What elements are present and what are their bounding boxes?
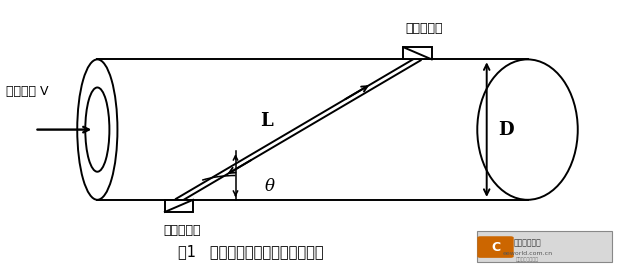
Text: 基于电子工程之道: 基于电子工程之道 — [516, 257, 539, 262]
Text: L: L — [261, 113, 273, 130]
Text: 顺流换能器: 顺流换能器 — [163, 224, 201, 237]
FancyBboxPatch shape — [477, 231, 612, 262]
Text: D: D — [498, 121, 513, 139]
Text: eeworld.com.cn: eeworld.com.cn — [502, 251, 553, 256]
Text: 电子工程世界: 电子工程世界 — [514, 238, 541, 248]
Ellipse shape — [477, 59, 578, 200]
FancyBboxPatch shape — [477, 236, 514, 258]
Text: C: C — [491, 241, 500, 254]
Text: 流体流速 V: 流体流速 V — [6, 85, 49, 98]
Bar — [404, 47, 432, 59]
Text: θ: θ — [265, 178, 275, 195]
Ellipse shape — [77, 59, 117, 200]
Text: 逆流换能器: 逆流换能器 — [405, 22, 443, 35]
Text: 图1   时差法超声波流量测量原理图: 图1 时差法超声波流量测量原理图 — [178, 244, 324, 259]
Bar — [165, 200, 193, 212]
